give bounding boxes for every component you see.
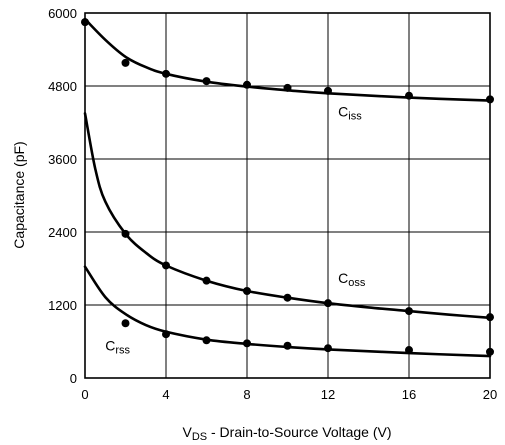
crss-point-3 xyxy=(243,339,251,348)
crss-point-4 xyxy=(283,341,292,350)
ciss-point-4 xyxy=(243,80,251,89)
y-tick-label-2: 2400 xyxy=(48,225,77,240)
x-tick-label-5: 20 xyxy=(483,387,497,402)
tick-labels: 0 4 8 12 16 20 0 1200 2400 3600 4800 6000 xyxy=(48,6,497,402)
coss-point-0 xyxy=(121,229,130,238)
coss-point-4 xyxy=(283,293,292,302)
x-tick-label-1: 4 xyxy=(162,387,169,402)
data-points xyxy=(81,18,494,356)
x-axis-title: VDS - Drain-to-Source Voltage (V) xyxy=(182,424,391,443)
ciss-point-7 xyxy=(405,91,413,100)
curve-labels: Ciss Coss Crss xyxy=(105,103,366,356)
coss-point-6 xyxy=(405,307,413,316)
y-tick-label-3: 3600 xyxy=(48,152,77,167)
x-tick-label-2: 8 xyxy=(243,387,250,402)
coss-point-3 xyxy=(243,287,251,296)
y-axis-title: Capacitance (pF) xyxy=(11,141,27,248)
plot-frame xyxy=(84,12,491,379)
coss-point-2 xyxy=(202,276,211,285)
plot-border xyxy=(84,12,491,379)
y-tick-label-4: 4800 xyxy=(48,79,77,94)
crss-point-6 xyxy=(405,346,413,355)
y-tick-label-1: 1200 xyxy=(48,298,77,313)
crss-label: Crss xyxy=(105,338,130,357)
crss-point-0 xyxy=(121,319,130,328)
ciss-point-5 xyxy=(283,83,292,92)
coss-point-5 xyxy=(324,299,332,308)
crss-point-1 xyxy=(162,330,170,339)
x-tick-label-3: 12 xyxy=(321,387,335,402)
ciss-label: Ciss xyxy=(338,103,362,122)
ciss-point-2 xyxy=(162,69,170,78)
x-tick-label-0: 0 xyxy=(81,387,88,402)
coss-point-1 xyxy=(162,261,170,270)
ciss-point-1 xyxy=(121,58,130,67)
ciss-point-3 xyxy=(202,77,211,86)
y-tick-label-0: 0 xyxy=(70,371,77,386)
coss-label: Coss xyxy=(338,270,366,289)
x-tick-label-4: 16 xyxy=(402,387,416,402)
crss-point-2 xyxy=(202,336,211,345)
curves xyxy=(83,17,492,358)
coss-curve xyxy=(83,112,492,320)
ciss-curve xyxy=(83,17,492,102)
ciss-point-6 xyxy=(324,86,332,95)
y-tick-label-5: 6000 xyxy=(48,6,77,21)
crss-point-5 xyxy=(324,344,332,353)
crss-curve xyxy=(83,265,492,358)
